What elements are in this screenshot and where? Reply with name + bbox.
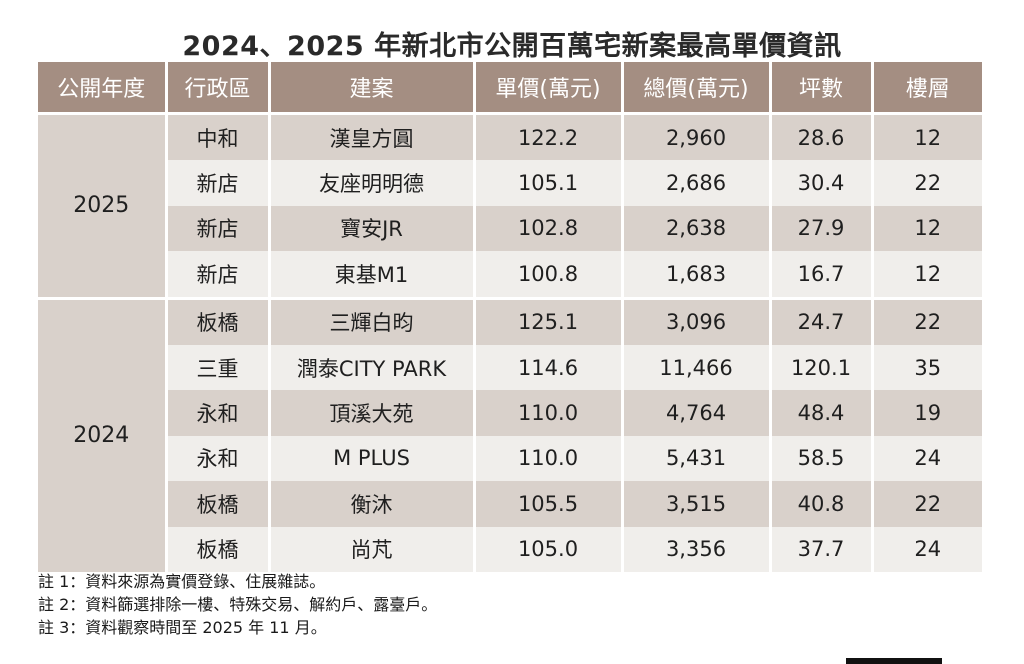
table-row: 永和 頂溪大苑 110.0 4,764 48.4 19: [38, 390, 982, 436]
ping-cell: 24.7: [770, 296, 874, 345]
total-price-cell: 11,466: [622, 344, 772, 391]
footnote-1: 註 1：資料來源為實價登錄、住展雜誌。: [38, 572, 326, 591]
total-price-cell: 2,960: [622, 112, 772, 161]
footnotes: 註 1：資料來源為實價登錄、住展雜誌。 註 2：資料篩選排除一樓、特殊交易、解約…: [38, 570, 437, 639]
project-cell: 尚芃: [269, 526, 476, 572]
district-cell: 板橋: [166, 296, 271, 345]
total-price-cell: 3,096: [622, 296, 772, 345]
total-price-cell: 4,764: [622, 390, 772, 436]
unit-price-cell: 114.6: [474, 344, 624, 391]
project-cell: 友座明明德: [269, 160, 476, 206]
unit-price-cell: 122.2: [474, 112, 624, 161]
total-price-cell: 3,356: [622, 526, 772, 572]
district-cell: 中和: [166, 112, 271, 161]
table-row: 2024 板橋 三輝白昀 125.1 3,096 24.7 22: [38, 296, 982, 572]
project-cell: 漢皇方圓: [269, 112, 476, 161]
unit-price-cell: 110.0: [474, 390, 624, 436]
header-total-price: 總價(萬元): [622, 62, 772, 115]
table-row: 新店 友座明明德 105.1 2,686 30.4 22: [38, 160, 982, 206]
table-row: 三重 潤泰CITY PARK 114.6 11,466 120.1 35: [38, 344, 982, 391]
project-cell: 三輝白昀: [269, 296, 476, 345]
ping-cell: 58.5: [770, 435, 874, 482]
unit-price-cell: 102.8: [474, 205, 624, 252]
floor-cell: 19: [872, 390, 982, 436]
ping-cell: 27.9: [770, 205, 874, 252]
header-district: 行政區: [166, 62, 271, 115]
ping-cell: 120.1: [770, 344, 874, 391]
unit-price-cell: 105.5: [474, 481, 624, 527]
floor-cell: 12: [872, 112, 982, 161]
bottom-edge-bar: [846, 658, 942, 664]
table-row: 板橋 衡沐 105.5 3,515 40.8 22: [38, 481, 982, 527]
district-cell: 新店: [166, 205, 271, 252]
header-project: 建案: [269, 62, 476, 115]
project-cell: 衡沐: [269, 481, 476, 527]
unit-price-cell: 105.0: [474, 526, 624, 572]
ping-cell: 40.8: [770, 481, 874, 527]
floor-cell: 35: [872, 344, 982, 391]
ping-cell: 48.4: [770, 390, 874, 436]
unit-price-cell: 100.8: [474, 251, 624, 299]
unit-price-cell: 105.1: [474, 160, 624, 206]
floor-cell: 12: [872, 205, 982, 252]
footnote-2: 註 2：資料篩選排除一樓、特殊交易、解約戶、露臺戶。: [38, 595, 438, 614]
floor-cell: 24: [872, 435, 982, 482]
ping-cell: 30.4: [770, 160, 874, 206]
header-unit-price: 單價(萬元): [474, 62, 624, 115]
floor-cell: 22: [872, 481, 982, 527]
floor-cell: 24: [872, 526, 982, 572]
project-cell: 頂溪大苑: [269, 390, 476, 436]
footnote-3: 註 3：資料觀察時間至 2025 年 11 月。: [38, 618, 327, 637]
header-floor: 樓層: [872, 62, 982, 115]
district-cell: 三重: [166, 344, 271, 391]
table-row: 新店 東基M1 100.8 1,683 16.7 12: [38, 251, 982, 299]
project-cell: 潤泰CITY PARK: [269, 344, 476, 391]
page-title: 2024、2025 年新北市公開百萬宅新案最高單價資訊: [182, 31, 842, 62]
header-ping: 坪數: [770, 62, 874, 115]
district-cell: 永和: [166, 435, 271, 482]
floor-cell: 22: [872, 160, 982, 206]
district-cell: 板橋: [166, 526, 271, 572]
total-price-cell: 2,638: [622, 205, 772, 252]
header-row: 公開年度 行政區 建案 單價(萬元) 總價(萬元) 坪數 樓層: [38, 62, 982, 115]
floor-cell: 12: [872, 251, 982, 299]
floor-cell: 22: [872, 296, 982, 345]
total-price-cell: 1,683: [622, 251, 772, 299]
table-row: 新店 寶安JR 102.8 2,638 27.9 12: [38, 205, 982, 252]
table-row: 板橋 尚芃 105.0 3,356 37.7 24: [38, 526, 982, 572]
project-cell: 寶安JR: [269, 205, 476, 252]
unit-price-cell: 110.0: [474, 435, 624, 482]
ping-cell: 16.7: [770, 251, 874, 299]
table-row: 2025 中和 漢皇方圓 122.2 2,960 28.6 12: [38, 112, 982, 299]
unit-price-cell: 125.1: [474, 296, 624, 345]
district-cell: 新店: [166, 251, 271, 299]
project-cell: 東基M1: [269, 251, 476, 299]
price-table: 公開年度 行政區 建案 單價(萬元) 總價(萬元) 坪數 樓層 2025 中和 …: [38, 62, 982, 572]
district-cell: 板橋: [166, 481, 271, 527]
district-cell: 永和: [166, 390, 271, 436]
table-row: 永和 M PLUS 110.0 5,431 58.5 24: [38, 435, 982, 482]
year-cell: 2025: [38, 112, 168, 299]
project-cell: M PLUS: [269, 435, 476, 482]
year-cell: 2024: [38, 296, 168, 572]
ping-cell: 28.6: [770, 112, 874, 161]
ping-cell: 37.7: [770, 526, 874, 572]
district-cell: 新店: [166, 160, 271, 206]
total-price-cell: 3,515: [622, 481, 772, 527]
total-price-cell: 2,686: [622, 160, 772, 206]
total-price-cell: 5,431: [622, 435, 772, 482]
header-year: 公開年度: [38, 62, 168, 115]
